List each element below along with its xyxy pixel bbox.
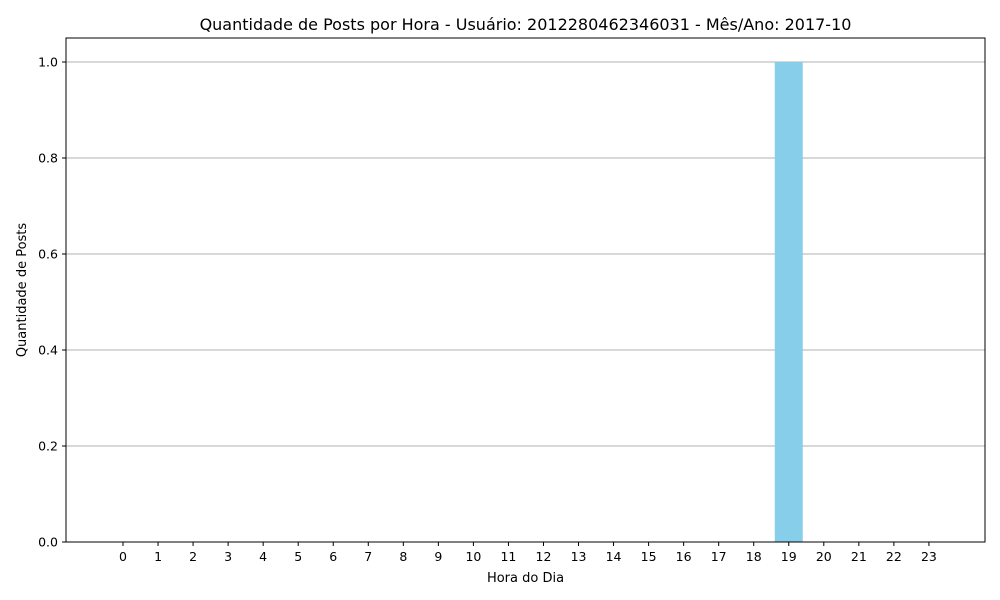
x-tick-label: 6: [329, 549, 337, 564]
plot-frame: [65, 37, 986, 543]
x-tick-label: 23: [921, 549, 937, 564]
x-axis-label: Hora do Dia: [487, 571, 564, 586]
y-tick-label: 0.8: [38, 151, 58, 166]
x-tick-label: 21: [851, 549, 867, 564]
x-tick-label: 9: [434, 549, 442, 564]
x-tick-label: 16: [676, 549, 692, 564]
x-tick-label: 0: [119, 549, 127, 564]
x-tick-label: 19: [781, 549, 797, 564]
x-tick-label: 17: [711, 549, 727, 564]
x-tick-label: 10: [465, 549, 481, 564]
grid-layer: [66, 61, 985, 447]
bar-hour-19: [774, 62, 803, 542]
y-tick-label: 0.0: [38, 535, 58, 550]
x-tick-label: 12: [536, 549, 552, 564]
x-tick-label: 2: [189, 549, 197, 564]
y-tick-label: 1.0: [38, 55, 58, 70]
y-tick-label: 0.4: [38, 343, 58, 358]
x-tick-label: 8: [399, 549, 407, 564]
chart-title: Quantidade de Posts por Hora - Usuário: …: [200, 15, 852, 34]
x-tick-label: 5: [294, 549, 302, 564]
x-tick-label: 7: [364, 549, 372, 564]
x-tick-label: 14: [606, 549, 622, 564]
bar-layer: [774, 62, 803, 542]
y-tick-label: 0.2: [38, 439, 58, 454]
x-tick-label: 18: [746, 549, 762, 564]
x-tick-label: 1: [154, 549, 162, 564]
x-tick-label: 13: [571, 549, 587, 564]
x-tick-label: 11: [500, 549, 516, 564]
x-tick-label: 4: [259, 549, 267, 564]
x-tick-label: 15: [641, 549, 657, 564]
y-axis-label: Quantidade de Posts: [15, 223, 30, 358]
x-tick-label: 20: [816, 549, 832, 564]
y-axis-ticks: 0.0 0.2 0.4 0.6 0.8 1.0: [38, 55, 66, 550]
x-tick-label: 22: [886, 549, 902, 564]
y-tick-label: 0.6: [38, 247, 58, 262]
x-axis-ticks: 0 1 2 3 4 5 6 7 8 9 10 11 12 13 14 15 16 17 18 19 20 21 22 23: [119, 542, 937, 564]
x-tick-label: 3: [224, 549, 232, 564]
